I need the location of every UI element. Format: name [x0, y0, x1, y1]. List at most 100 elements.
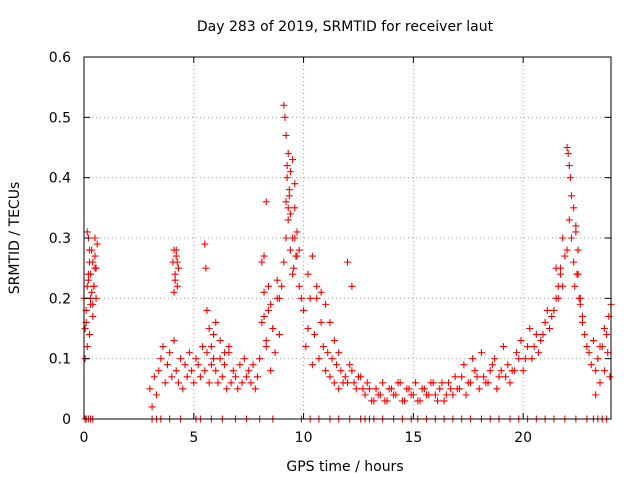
- data-point: [564, 150, 572, 158]
- data-point: [451, 373, 459, 381]
- data-point: [587, 361, 595, 369]
- data-point: [319, 343, 327, 351]
- data-point: [284, 216, 292, 224]
- data-point: [166, 349, 174, 357]
- data-point: [289, 270, 297, 278]
- data-point: [567, 192, 575, 200]
- data-point: [87, 300, 95, 308]
- data-point: [146, 385, 154, 393]
- data-point: [91, 264, 99, 272]
- data-point: [171, 276, 179, 284]
- data-point: [570, 204, 578, 212]
- data-point: [526, 325, 534, 332]
- data-point: [563, 246, 571, 254]
- data-point: [291, 204, 299, 212]
- data-point: [322, 300, 330, 308]
- data-point: [168, 373, 176, 381]
- data-point: [574, 246, 582, 254]
- data-point: [322, 367, 330, 375]
- data-point: [585, 349, 593, 357]
- data-point: [572, 228, 580, 236]
- data-point: [548, 312, 556, 320]
- data-point: [499, 343, 507, 351]
- data-point: [552, 294, 560, 302]
- data-point: [317, 288, 325, 296]
- data-point: [267, 367, 275, 375]
- data-point: [282, 131, 290, 139]
- data-point: [425, 391, 433, 399]
- data-points: [80, 101, 615, 423]
- data-point: [201, 240, 209, 248]
- data-point: [330, 337, 338, 345]
- data-point: [245, 367, 253, 375]
- data-point: [194, 361, 202, 369]
- data-point: [283, 174, 291, 182]
- data-point: [537, 337, 545, 345]
- data-point: [563, 144, 571, 151]
- data-point: [267, 300, 275, 308]
- data-point: [83, 343, 91, 351]
- data-point: [581, 331, 589, 339]
- data-point: [285, 192, 293, 200]
- data-point: [480, 373, 488, 381]
- data-point: [161, 379, 169, 387]
- data-point: [429, 379, 437, 387]
- data-point: [471, 367, 479, 375]
- data-point: [519, 367, 527, 375]
- data-point: [576, 300, 584, 308]
- data-point: [280, 101, 288, 109]
- data-point: [313, 294, 321, 302]
- data-point: [420, 385, 428, 393]
- data-point: [508, 367, 516, 375]
- data-point: [416, 397, 424, 405]
- data-point: [253, 373, 261, 381]
- y-tick-label: 0: [62, 412, 71, 428]
- data-point: [203, 349, 211, 357]
- data-point: [286, 246, 294, 254]
- data-point: [81, 325, 89, 332]
- data-point: [290, 264, 298, 272]
- data-point: [88, 288, 96, 296]
- data-point: [173, 282, 181, 290]
- data-point: [92, 294, 100, 302]
- data-point: [477, 349, 485, 357]
- data-point: [203, 306, 211, 314]
- data-point: [262, 198, 270, 206]
- data-point: [506, 379, 514, 387]
- data-point: [333, 361, 341, 369]
- y-tick-label: 0.1: [49, 352, 71, 368]
- data-point: [170, 337, 178, 345]
- data-point: [159, 343, 167, 351]
- data-point: [449, 391, 457, 399]
- y-tick-label: 0.4: [49, 171, 71, 187]
- data-point: [289, 156, 297, 164]
- data-point: [271, 349, 279, 357]
- axis-ticks: 0 5 10 15 20 0 0.1 0.2 0.3 0.4 0.5 0.6: [49, 50, 611, 446]
- data-point: [210, 355, 218, 363]
- data-point: [289, 234, 297, 242]
- data-point: [258, 318, 266, 326]
- data-point: [335, 349, 343, 357]
- data-point: [148, 403, 156, 411]
- data-point: [398, 397, 406, 405]
- data-point: [192, 355, 200, 363]
- data-point: [91, 252, 99, 260]
- data-point: [223, 385, 231, 393]
- data-point: [431, 391, 439, 399]
- data-point: [565, 216, 573, 224]
- data-point: [174, 264, 182, 272]
- data-point: [210, 331, 218, 339]
- data-point: [497, 367, 505, 375]
- data-point: [280, 258, 288, 266]
- data-point: [85, 331, 93, 339]
- data-point: [260, 288, 268, 296]
- data-point: [242, 373, 250, 381]
- data-point: [543, 306, 551, 314]
- data-point: [282, 234, 290, 242]
- data-point: [559, 234, 567, 242]
- data-point: [216, 355, 224, 363]
- x-tick-label: 0: [80, 430, 89, 446]
- data-point: [550, 306, 558, 314]
- data-point: [363, 379, 371, 387]
- data-point: [521, 355, 529, 363]
